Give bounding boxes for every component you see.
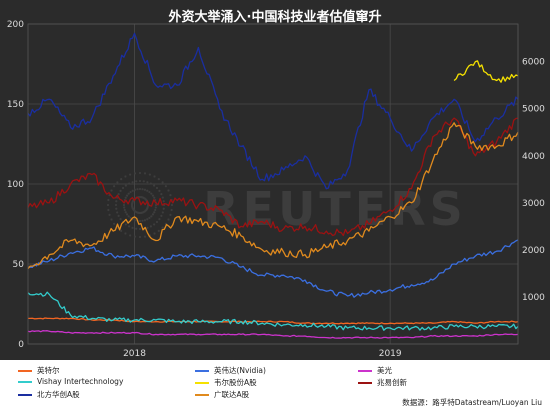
y-right-tick-label: 5000 xyxy=(522,105,545,115)
legend-item-glodon: 广联达A股 xyxy=(195,389,249,400)
y-right-tick-label: 4000 xyxy=(522,152,545,162)
y-right-tick-label: 1000 xyxy=(522,293,545,303)
legend-label: 韦尔股份A股 xyxy=(214,378,257,387)
series-line xyxy=(27,122,519,270)
legend-label: 英伟达(Nvidia) xyxy=(214,366,266,375)
y-left-tick-label: 100 xyxy=(7,180,24,190)
legend-label: 广联达A股 xyxy=(214,390,250,399)
legend-item-will-semi: 韦尔股份A股 xyxy=(195,377,257,388)
series-line xyxy=(27,117,519,237)
legend-swatch xyxy=(18,381,32,383)
legend-label: 英特尔 xyxy=(37,366,60,375)
chart-title: 外资大举涌入·中国科技业者估值窜升 xyxy=(168,10,382,25)
legend-swatch xyxy=(195,382,209,384)
axes: 0 50 100 150 200 1000 2000 3000 4000 5000 6000 2018… xyxy=(7,20,545,359)
y-right-tick-label: 6000 xyxy=(522,58,545,68)
legend-swatch xyxy=(195,370,209,372)
legend-swatch xyxy=(18,370,32,372)
legend-swatch xyxy=(195,394,209,396)
y-right-tick-label: 3000 xyxy=(522,199,545,209)
y-left-tick-label: 150 xyxy=(7,100,24,110)
legend-item-gigadevice: 兆易创新 xyxy=(358,377,407,388)
series-line xyxy=(453,60,519,83)
legend-item-micron: 美光 xyxy=(358,365,392,376)
series-line xyxy=(27,239,519,298)
legend-swatch xyxy=(18,394,32,396)
legend-item-intel: 英特尔 xyxy=(18,365,60,376)
legend-label: 北方华创A股 xyxy=(37,390,80,399)
legend-label: 美光 xyxy=(377,366,392,375)
legend-item-vishay: Vishay Intertechnology xyxy=(18,377,123,386)
plot-frame xyxy=(27,23,519,345)
series-line xyxy=(27,32,519,190)
legend-swatch xyxy=(358,382,372,384)
chart-svg: REUTERS 0 50 100 150 200 1000 2000 3000 4000 5000… xyxy=(0,0,550,360)
y-left-tick-label: 0 xyxy=(18,340,24,350)
legend-label: Vishay Intertechnology xyxy=(37,377,124,386)
watermark-text: REUTERS xyxy=(203,182,467,236)
source-note: 数据源：路孚特Datastream/Luoyan Liu xyxy=(402,398,542,407)
legend-label: 兆易创新 xyxy=(377,378,407,387)
y-left-tick-label: 200 xyxy=(7,20,24,30)
series-line xyxy=(27,330,519,339)
legend-swatch xyxy=(358,370,372,372)
series-line xyxy=(27,291,519,331)
legend-item-nvidia: 英伟达(Nvidia) xyxy=(195,365,266,376)
legend: 英特尔 英伟达(Nvidia) 美光 Vishay Intertechnolog… xyxy=(0,360,550,411)
y-left-tick-label: 50 xyxy=(13,260,25,270)
series-group xyxy=(27,32,519,339)
legend-item-naura: 北方华创A股 xyxy=(18,389,80,400)
x-tick-label: 2019 xyxy=(379,349,402,359)
y-right-tick-label: 2000 xyxy=(522,246,545,256)
x-tick-label: 2018 xyxy=(123,349,146,359)
chart-background xyxy=(0,0,550,360)
